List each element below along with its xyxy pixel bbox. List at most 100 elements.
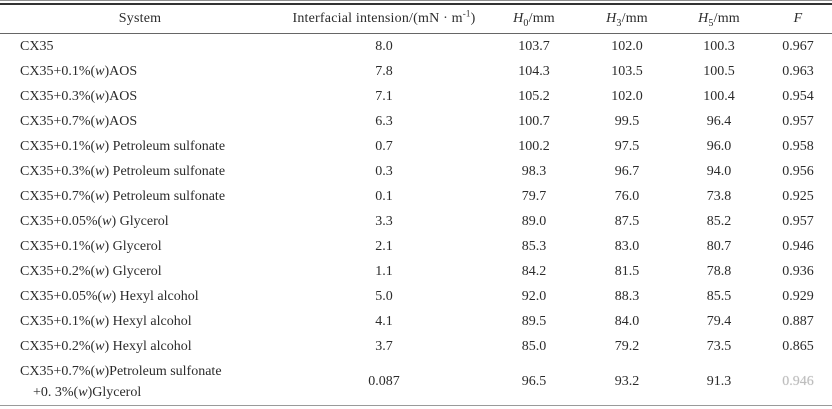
cell-h0: 98.3 [521,163,547,179]
cell-system: CX35+0.05%(w) Hexyl alcohol [20,288,199,304]
cell-h0: 85.3 [521,238,547,254]
cell-h0: 84.2 [521,263,547,279]
mass-fraction-symbol: w [95,338,105,354]
header-interfacial-superscript: -1 [462,8,471,19]
header-interfacial-text: Interfacial intension/(mN · m [292,11,463,26]
table-row: CX35+0.3%(w) Petroleum sulfonate 0.3 98.3 9… [0,159,832,184]
cell-h3: 84.0 [614,313,640,329]
cell-h3: 76.0 [614,188,640,204]
mass-fraction-symbol: w [102,288,112,304]
cell-f: 0.958 [782,138,814,154]
cell-system: CX35+0.1%(w) Hexyl alcohol [20,313,192,329]
cell-interfacial-tension: 1.1 [375,263,393,279]
cell-h3: 87.5 [614,213,640,229]
cell-f: 0.957 [782,213,814,229]
header-interfacial: Interfacial intension/(mN · m-1) [280,4,488,34]
mass-fraction-symbol: w [95,113,105,129]
cell-h3: 103.5 [611,63,643,79]
cell-f: 0.887 [782,313,814,329]
cell-system: CX35+0.2%(w) Hexyl alcohol [20,338,192,354]
table-row: CX35+0.3%(w)AOS 7.1 105.2 102.0 100.4 0.954 [0,84,832,109]
cell-h0: 79.7 [521,188,547,204]
cell-h3: 79.2 [614,338,640,354]
cell-f: 0.946 [782,238,814,254]
header-h3: H3/mm [580,4,674,34]
cell-h3: 102.0 [611,38,643,54]
cell-interfacial-tension: 2.1 [375,238,393,254]
cell-h0: 104.3 [518,63,550,79]
cell-system: CX35+0.7%(w) Petroleum sulfonate [20,188,226,204]
cell-h0: 100.2 [518,138,550,154]
header-h0: H0/mm [488,4,580,34]
header-h5: H5/mm [674,4,764,34]
header-h5-subscript: 5 [708,17,714,29]
cell-system: CX35+0.2%(w) Glycerol [20,263,162,279]
cell-h3: 88.3 [614,288,640,304]
cell-h3: 102.0 [611,88,643,104]
cell-system: CX35+0.7%(w)AOS [20,113,138,129]
table-row: CX35+0.05%(w) Hexyl alcohol 5.0 92.0 88.3 85… [0,284,832,309]
header-h3-unit: /mm [621,11,648,26]
table-row: CX35+0.7%(w)AOS 6.3 100.7 99.5 96.4 0.957 [0,109,832,134]
cell-f: 0.963 [782,63,814,79]
cell-h5: 85.2 [706,213,732,229]
mass-fraction-symbol: w [95,163,105,179]
cell-f: 0.865 [782,338,814,354]
system-line: +0. 3%(w)Glycerol [33,385,142,400]
mass-fraction-symbol: w [95,313,105,329]
table-row: CX35+0.7%(w)Petroleum sulfonate +0. 3%(w)… [0,359,832,406]
cell-f: 0.929 [782,288,814,304]
cell-h3: 93.2 [614,374,640,389]
table-row: CX35 8.0 103.7 102.0 100.3 0.967 [0,34,832,60]
cell-h5: 73.5 [706,338,732,354]
mass-fraction-symbol: w [95,63,105,79]
header-h5-unit: /mm [713,11,740,26]
table-row: CX35+0.1%(w) Petroleum sulfonate 0.7 100.2… [0,134,832,159]
cell-h0: 100.7 [518,113,550,129]
cell-h3: 97.5 [614,138,640,154]
cell-h3: 81.5 [614,263,640,279]
cell-system: CX35 [20,38,54,54]
header-system: System [0,4,280,34]
table-row: CX35+0.1%(w)AOS 7.8 104.3 103.5 100.5 0.963 [0,59,832,84]
cell-system: CX35+0.7%(w)Petroleum sulfonate +0. 3%(w)… [0,359,280,406]
cell-h0: 92.0 [521,288,547,304]
cell-interfacial-tension: 4.1 [375,313,393,329]
cell-f: 0.936 [782,263,814,279]
cell-h5: 79.4 [706,313,732,329]
cell-f: 0.957 [782,113,814,129]
cell-h0: 89.5 [521,313,547,329]
cell-system: CX35+0.1%(w)AOS [20,63,138,79]
header-h5-symbol: H [698,11,709,26]
cell-h5: 96.0 [706,138,732,154]
cell-interfacial-tension: 0.3 [375,163,393,179]
header-interfacial-close: ) [470,11,476,26]
cell-interfacial-tension: 3.3 [375,213,393,229]
header-h3-subscript: 3 [616,17,622,29]
mass-fraction-symbol: w [95,88,105,104]
cell-h5: 91.3 [706,374,732,389]
cell-h5: 100.5 [703,63,735,79]
cell-system: CX35+0.1%(w) Glycerol [20,238,162,254]
header-row: System Interfacial intension/(mN · m-1) … [0,4,832,34]
cell-interfacial-tension: 8.0 [375,38,393,54]
cell-f: 0.946 [782,374,814,389]
header-h0-unit: /mm [528,11,555,26]
cell-h0: 89.0 [521,213,547,229]
cell-h3: 96.7 [614,163,640,179]
mass-fraction-symbol: w [95,263,105,279]
table-row: CX35+0.2%(w) Glycerol 1.1 84.2 81.5 78.8 0.93… [0,259,832,284]
table-row: CX35+0.1%(w) Hexyl alcohol 4.1 89.5 84.0 79.… [0,309,832,334]
header-h0-subscript: 0 [523,17,529,29]
mass-fraction-symbol: w [102,213,112,229]
cell-interfacial-tension: 7.8 [375,63,393,79]
cell-f: 0.967 [782,38,814,54]
cell-h5: 94.0 [706,163,732,179]
cell-h5: 73.8 [706,188,732,204]
table-row: CX35+0.1%(w) Glycerol 2.1 85.3 83.0 80.7 0.94… [0,234,832,259]
cell-interfacial-tension: 5.0 [375,288,393,304]
cell-h0: 105.2 [518,88,550,104]
cell-system: CX35+0.3%(w)AOS [20,88,138,104]
cell-h5: 85.5 [706,288,732,304]
